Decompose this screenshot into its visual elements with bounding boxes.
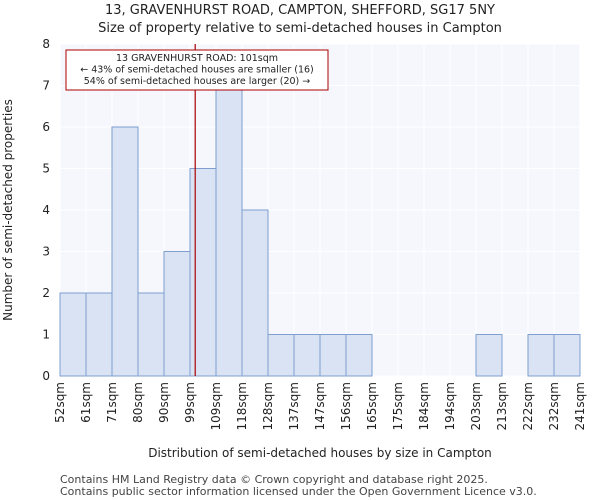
x-tick-label: 128sqm <box>261 382 275 430</box>
x-tick-label: 203sqm <box>469 382 483 430</box>
x-tick-label: 52sqm <box>53 382 67 423</box>
annotation-text: ← 43% of semi-detached houses are smalle… <box>80 65 314 76</box>
annotation-box <box>65 49 329 91</box>
histogram-bar <box>475 334 503 377</box>
x-tick-label: 241sqm <box>573 382 587 430</box>
x-tick-label: 175sqm <box>391 382 405 430</box>
footer-attribution-2: Contains public sector information licen… <box>60 485 537 498</box>
histogram-bar <box>345 334 373 377</box>
x-tick-label: 184sqm <box>417 382 431 430</box>
x-tick-label: 147sqm <box>313 382 327 430</box>
x-tick-label: 213sqm <box>495 382 509 430</box>
x-tick-label: 61sqm <box>79 382 93 423</box>
chart-title-line2: Size of property relative to semi-detach… <box>98 21 502 36</box>
histogram-bar <box>215 85 243 377</box>
histogram-bar <box>59 292 87 377</box>
y-tick-label: 2 <box>42 286 50 300</box>
y-tick-label: 8 <box>42 37 50 51</box>
x-tick-label: 71sqm <box>105 382 119 423</box>
x-tick-label: 118sqm <box>235 382 249 430</box>
annotation-text: 54% of semi-detached houses are larger (… <box>84 76 311 87</box>
histogram-bar <box>111 126 139 377</box>
x-tick-label: 80sqm <box>131 382 145 423</box>
histogram-bar <box>189 168 217 377</box>
histogram-bar <box>241 209 269 377</box>
histogram-bar <box>163 251 191 377</box>
y-axis-label: Number of semi-detached properties <box>1 99 15 321</box>
footer-attribution-1: Contains HM Land Registry data © Crown c… <box>60 473 488 486</box>
histogram-bar <box>293 334 321 377</box>
y-tick-label: 5 <box>42 162 50 176</box>
histogram-bar <box>319 334 347 377</box>
histogram-bar <box>85 292 113 377</box>
x-tick-label: 232sqm <box>547 382 561 430</box>
y-tick-label: 1 <box>42 328 50 342</box>
x-tick-label: 165sqm <box>365 382 379 430</box>
annotation-text: 13 GRAVENHURST ROAD: 101sqm <box>116 53 278 64</box>
x-axis-label: Distribution of semi-detached houses by … <box>148 446 492 460</box>
x-tick-label: 222sqm <box>521 382 535 430</box>
chart-title-line1: 13, GRAVENHURST ROAD, CAMPTON, SHEFFORD,… <box>105 3 495 18</box>
y-tick-label: 3 <box>42 245 50 259</box>
x-tick-label: 99sqm <box>183 382 197 423</box>
histogram-bar <box>527 334 555 377</box>
y-tick-label: 4 <box>42 203 50 217</box>
y-tick-label: 0 <box>42 369 50 383</box>
x-tick-label: 137sqm <box>287 382 301 430</box>
x-tick-label: 156sqm <box>339 382 353 430</box>
histogram-bar <box>553 334 581 377</box>
histogram-bar <box>267 334 295 377</box>
y-tick-label: 6 <box>42 120 50 134</box>
y-tick-label: 7 <box>42 79 50 93</box>
x-tick-label: 109sqm <box>209 382 223 430</box>
x-tick-label: 90sqm <box>157 382 171 423</box>
x-tick-label: 194sqm <box>443 382 457 430</box>
histogram-bar <box>137 292 165 377</box>
